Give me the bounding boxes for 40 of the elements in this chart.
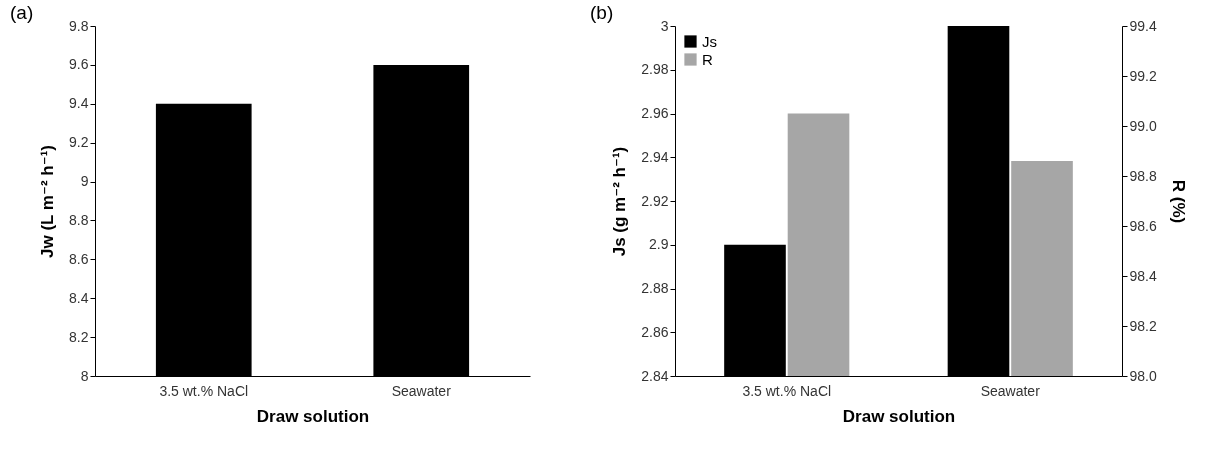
y-tick-label: 2.92 — [641, 192, 669, 209]
y2-tick-label: 98.4 — [1129, 267, 1157, 284]
y-tick-label: 2.88 — [641, 280, 669, 296]
x-tick-label: Seawater — [391, 382, 452, 399]
y-tick-label: 9.6 — [69, 56, 89, 73]
y2-tick-label: 99.4 — [1129, 17, 1157, 34]
y-tick-label: 2.84 — [641, 367, 669, 384]
y-axis-title: Js (g m⁻² h⁻¹) — [610, 146, 630, 257]
y2-axis-title: R (%) — [1168, 179, 1188, 224]
y-tick-label: 8.8 — [69, 211, 89, 228]
y-tick-label: 2.94 — [641, 148, 669, 165]
y-tick-label: 9.8 — [69, 17, 89, 34]
y-tick-label: 8 — [80, 367, 89, 384]
y2-tick-label: 98.2 — [1129, 317, 1157, 334]
y-tick-label: 2.96 — [641, 105, 669, 121]
y2-tick-label: 98.8 — [1129, 167, 1157, 184]
chart-title: (b) — [590, 2, 614, 23]
y-axis-title: Jw (L m⁻² h⁻¹) — [38, 144, 58, 259]
y2-tick-label: 98.0 — [1129, 367, 1157, 384]
y-tick-label: 2.98 — [641, 61, 669, 78]
x-tick-label: Seawater — [980, 382, 1041, 399]
y-tick-label: 2.9 — [649, 236, 669, 253]
y-tick-label: 9.2 — [69, 134, 89, 151]
y2-tick-label: 98.6 — [1129, 217, 1157, 234]
legend-label: R — [702, 50, 713, 68]
x-axis-title: Draw solution — [256, 406, 370, 426]
y-tick-label: 9 — [80, 173, 89, 190]
y-tick-label: 3 — [660, 17, 669, 34]
y2-tick-label: 99.2 — [1129, 67, 1157, 84]
x-tick-label: 3.5 wt.% NaCl — [742, 382, 832, 399]
y-tick-label: 8.4 — [69, 289, 89, 306]
legend-label: Js — [702, 32, 717, 50]
chart-title: (a) — [10, 2, 34, 23]
y2-tick-label: 99.0 — [1129, 117, 1157, 134]
y-tick-label: 8.6 — [69, 250, 89, 267]
y-tick-label: 2.86 — [641, 323, 669, 340]
x-tick-label: 3.5 wt.% NaCl — [159, 382, 249, 399]
y-tick-label: 9.4 — [69, 95, 89, 112]
y-tick-label: 8.2 — [69, 328, 89, 345]
x-axis-title: Draw solution — [842, 406, 956, 426]
